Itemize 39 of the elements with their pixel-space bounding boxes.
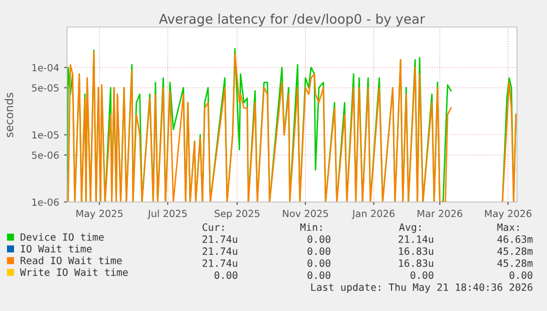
x-tick-label: Sep 2025 xyxy=(214,210,260,220)
x-tick-label: Mar 2026 xyxy=(418,210,462,218)
text: Min: xyxy=(300,223,322,231)
text: 0.00 xyxy=(308,271,330,279)
text: Avg: xyxy=(399,223,421,233)
text: Max: xyxy=(497,223,519,231)
x-tick-label: Nov 2025 xyxy=(282,210,328,218)
legend-label: Read IO Wait time xyxy=(20,256,122,264)
chart-title: Average latency for /dev/loop0 - by year xyxy=(159,14,426,26)
text: 45.28m xyxy=(497,247,533,255)
text: 46.63m xyxy=(497,235,533,243)
text: 16.83u xyxy=(399,247,434,255)
y-tick-label: 1e-05 xyxy=(32,131,59,139)
text: Last update: Thu May 21 18:40:36 2026 xyxy=(311,283,532,293)
text: 0.00 xyxy=(214,271,238,279)
text: 0.00 xyxy=(308,247,330,255)
y-tick-label: 5e-06 xyxy=(32,151,59,159)
text: 21.74u xyxy=(202,247,238,255)
text: 16.83u xyxy=(399,259,434,267)
y-tick-label: 1e-04 xyxy=(32,64,59,72)
text: 21.14u xyxy=(398,235,434,243)
y-tick-label: 5e-05 xyxy=(32,84,59,92)
x-tick-label: Jan 2026 xyxy=(352,210,395,219)
text: 0.00 xyxy=(410,271,434,279)
x-tick-label: May 2026 xyxy=(485,210,532,220)
y-axis-title: seconds xyxy=(4,92,14,138)
legend-label: IO Wait time xyxy=(20,244,92,253)
legend-label: Write IO Wait time xyxy=(20,268,128,276)
text: Cur: xyxy=(202,223,224,231)
text: 0.00 xyxy=(308,259,330,267)
text: 0.00 xyxy=(308,235,330,243)
text: 21.74u xyxy=(202,235,238,243)
y-tick-label: 1e-06 xyxy=(32,198,59,206)
legend-label: Device IO time xyxy=(20,233,104,241)
x-tick-label: Jul 2025 xyxy=(147,210,187,219)
text: 0.00 xyxy=(510,271,532,279)
text: 45.28m xyxy=(497,259,533,267)
x-tick-label: May 2025 xyxy=(76,210,123,220)
text: 21.74u xyxy=(202,259,238,267)
